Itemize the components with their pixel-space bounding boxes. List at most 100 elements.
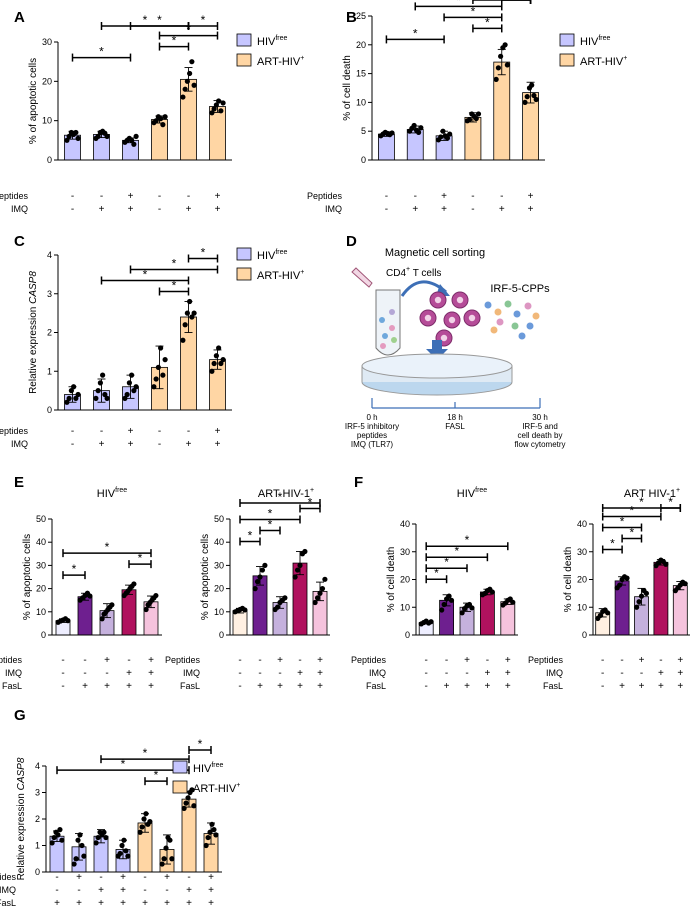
condition-sign: - [158, 204, 161, 215]
chart-title: HIVfree [457, 487, 488, 500]
timeline-label: IRF-5 and [522, 422, 558, 431]
condition-sign: - [601, 668, 604, 679]
condition-sign: - [471, 191, 474, 202]
significance-star: * [138, 551, 143, 565]
data-point [143, 606, 149, 613]
data-point [162, 357, 168, 363]
y-tick-label: 0 [582, 630, 587, 640]
y-tick-label: 10 [36, 607, 46, 617]
panel-letter: E [14, 474, 24, 491]
legend-label-hiv_free: HIVfree [580, 35, 611, 48]
data-point [160, 372, 166, 378]
condition-sign: + [120, 898, 126, 909]
y-tick-label: 20 [400, 575, 410, 585]
condition-sign: - [445, 668, 448, 679]
y-axis-label-gene: CASP8 [16, 757, 27, 790]
chart-title-text: ART HIV-1 [624, 488, 676, 500]
data-point [209, 110, 215, 116]
y-tick-label: 1 [47, 366, 52, 376]
data-point [65, 618, 71, 624]
significance-star: * [465, 533, 470, 547]
y-tick-label: 3 [35, 788, 40, 798]
condition-label: Peptides [0, 191, 28, 201]
data-point [104, 395, 110, 401]
data-point [153, 118, 159, 124]
condition-sign: + [677, 668, 683, 679]
data-point [533, 96, 539, 103]
condition-sign: + [444, 681, 450, 692]
data-point [638, 593, 645, 599]
condition-label: IMQ [11, 204, 28, 214]
data-point [126, 380, 132, 386]
condition-sign: + [317, 668, 323, 679]
data-point [151, 384, 157, 390]
condition-sign: - [105, 668, 108, 679]
condition-sign: - [61, 681, 64, 692]
panel-letter: G [14, 707, 26, 724]
legend-label-art_hiv: ART-HIV+ [193, 782, 240, 795]
condition-label: FasL [366, 681, 386, 691]
y-tick-label: 10 [400, 602, 410, 612]
panel-letter: C [14, 233, 25, 250]
significance-star: * [99, 45, 104, 59]
chart-A: A 0 10 20 30 % of apoptotic cells Peptides - - + -… [0, 9, 304, 215]
significance-star: * [172, 34, 177, 48]
timeline-label: cell death by [518, 431, 563, 440]
data-point [302, 548, 308, 555]
legend-text: ART-HIV [257, 56, 301, 68]
condition-sign: - [83, 655, 86, 666]
chart-title-sup: free [115, 487, 127, 494]
condition-sign: - [640, 668, 643, 679]
data-point [124, 391, 130, 398]
condition-sign: - [127, 655, 130, 666]
condition-sign: + [98, 885, 104, 896]
data-point [475, 111, 482, 117]
condition-sign: - [486, 655, 489, 666]
data-point [191, 82, 197, 88]
chart-title-sup: + [676, 487, 680, 494]
data-point [416, 129, 422, 135]
condition-sign: - [425, 655, 428, 666]
data-point [73, 395, 79, 401]
legend-sup: free [598, 35, 610, 42]
condition-label: Peptides [307, 191, 343, 201]
y-tick-label: 2 [47, 328, 52, 338]
legend-text: HIV [257, 36, 276, 48]
data-point [160, 122, 166, 128]
data-point [155, 364, 161, 370]
t-cell-nucleus [434, 296, 442, 304]
condition-sign: - [61, 668, 64, 679]
data-point [411, 122, 417, 129]
data-point [489, 589, 495, 595]
condition-sign: - [55, 872, 58, 883]
condition-sign: - [465, 668, 468, 679]
timeline-label: 0 h [366, 413, 377, 422]
condition-sign: + [499, 204, 505, 215]
y-tick-label: 4 [47, 250, 52, 260]
pipette-icon [351, 267, 373, 288]
peptide-molecule-icon [518, 332, 526, 340]
data-point [103, 834, 109, 841]
y-axis-label: Relative expression CASP8 [28, 271, 39, 394]
data-point [187, 298, 193, 305]
condition-sign: + [104, 681, 110, 692]
data-point [55, 832, 61, 838]
significance-star: * [456, 0, 461, 7]
data-point [312, 599, 318, 606]
data-point [75, 837, 81, 843]
data-point [95, 388, 101, 394]
peptide-molecule-icon [526, 322, 534, 330]
condition-sign: + [104, 655, 110, 666]
data-point [97, 380, 103, 386]
data-point [292, 574, 298, 580]
y-axis-label-gene: CASP8 [28, 271, 39, 304]
condition-sign: + [148, 681, 154, 692]
data-point [49, 840, 55, 846]
cd4-suffix: T cells [410, 268, 441, 279]
data-point [100, 372, 106, 378]
data-point [87, 593, 93, 599]
bar [406, 129, 424, 161]
data-point [131, 388, 137, 394]
legend-label-art_hiv: ART-HIV+ [580, 55, 627, 68]
